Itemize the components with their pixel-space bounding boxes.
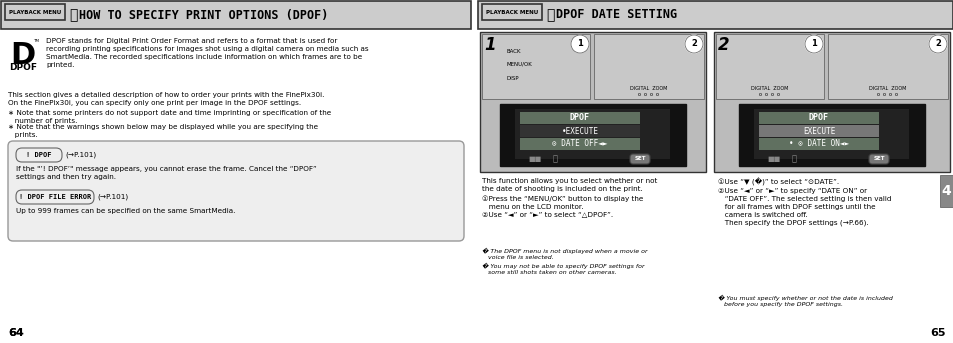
Circle shape [684, 35, 702, 53]
Bar [479, 32, 705, 172]
Text: (→P.101): (→P.101) [65, 152, 96, 158]
Text: 2: 2 [934, 39, 940, 48]
Text: ∗ Note that some printers do not support date and time imprinting or specificati: ∗ Note that some printers do not support… [8, 110, 331, 124]
Bar [753, 109, 908, 159]
Bar [519, 138, 639, 150]
Text: ! DPOF FILE ERROR: ! DPOF FILE ERROR [19, 194, 91, 200]
Text: 4: 4 [941, 184, 950, 198]
Bar [759, 138, 878, 150]
Bar [827, 34, 947, 99]
Text: ②Use “◄” or “►” to specify “DATE ON” or
   “DATE OFF”. The selected setting is t: ②Use “◄” or “►” to specify “DATE ON” or … [718, 188, 890, 226]
Bar [939, 175, 952, 207]
Text: DIGITAL  ZOOM: DIGITAL ZOOM [868, 86, 905, 91]
Text: This function allows you to select whether or not
the date of shooting is includ: This function allows you to select wheth… [481, 178, 657, 192]
Text: DPOF DATE SETTING: DPOF DATE SETTING [556, 9, 677, 22]
Text: 1: 1 [577, 39, 582, 48]
Text: ⎙: ⎙ [545, 8, 554, 22]
Text: ■■: ■■ [528, 156, 541, 162]
Bar [481, 34, 589, 99]
Bar [5, 4, 65, 20]
Text: If the "’! DPOF’" message appears, you cannot erase the frame. Cancel the “DPOF”: If the "’! DPOF’" message appears, you c… [16, 166, 316, 180]
Text: o  o  o  o: o o o o [759, 92, 780, 97]
Text: This section gives a detailed description of how to order your prints with the F: This section gives a detailed descriptio… [8, 92, 324, 106]
Bar [8, 38, 38, 73]
Text: D: D [10, 40, 35, 70]
Text: EXECUTE: EXECUTE [802, 127, 834, 135]
Bar [759, 125, 878, 137]
Text: ②Use “◄” or “►” to select “△DPOF”.: ②Use “◄” or “►” to select “△DPOF”. [481, 211, 613, 217]
Text: ⎙: ⎙ [552, 154, 557, 164]
FancyBboxPatch shape [16, 148, 62, 162]
Text: TM: TM [33, 39, 39, 43]
Text: DPOF: DPOF [808, 114, 828, 122]
Text: o  o  o  o: o o o o [638, 92, 659, 97]
FancyBboxPatch shape [868, 154, 888, 164]
Text: • ⊙ DATE ON◄►: • ⊙ DATE ON◄► [788, 140, 848, 149]
Text: HOW TO SPECIFY PRINT OPTIONS (DPOF): HOW TO SPECIFY PRINT OPTIONS (DPOF) [79, 9, 328, 22]
Text: ∗ Note that the warnings shown below may be displayed while you are specifying t: ∗ Note that the warnings shown below may… [8, 124, 317, 138]
Text: PLAYBACK MENU: PLAYBACK MENU [9, 10, 61, 14]
Text: SET: SET [872, 156, 883, 162]
Bar [519, 125, 639, 137]
Text: SET: SET [634, 156, 645, 162]
Text: � You must specify whether or not the date is included
   before you specify the: � You must specify whether or not the da… [718, 295, 892, 307]
Text: ⊙ DATE OFF◄►: ⊙ DATE OFF◄► [552, 140, 607, 149]
Text: 1: 1 [483, 36, 496, 54]
Text: DIGITAL  ZOOM: DIGITAL ZOOM [630, 86, 667, 91]
Text: ⎙: ⎙ [791, 154, 796, 164]
Circle shape [571, 35, 588, 53]
Text: � You may not be able to specify DPOF settings for
   some still shots taken on : � You may not be able to specify DPOF se… [481, 263, 644, 275]
Bar [594, 34, 703, 99]
Bar [716, 34, 823, 99]
Text: DISP: DISP [506, 76, 519, 81]
Bar [1, 1, 471, 29]
FancyBboxPatch shape [629, 154, 649, 164]
Bar [499, 104, 685, 166]
Text: DIGITAL  ZOOM: DIGITAL ZOOM [751, 86, 788, 91]
Text: BACK: BACK [506, 49, 521, 54]
Text: � The DPOF menu is not displayed when a movie or
   voice file is selected.: � The DPOF menu is not displayed when a … [481, 248, 647, 260]
FancyBboxPatch shape [16, 190, 94, 204]
Text: 2: 2 [718, 36, 729, 54]
Text: 1: 1 [810, 39, 816, 48]
Text: DPOF: DPOF [569, 114, 589, 122]
Bar [477, 1, 952, 29]
Text: 64: 64 [8, 328, 24, 338]
Bar [713, 32, 949, 172]
Text: DPOF stands for Digital Print Order Format and refers to a format that is used f: DPOF stands for Digital Print Order Form… [46, 38, 368, 68]
Bar [739, 104, 924, 166]
Circle shape [928, 35, 946, 53]
Text: 2: 2 [690, 39, 697, 48]
Text: ⎙: ⎙ [69, 8, 77, 22]
Text: ! DPOF: ! DPOF [27, 152, 51, 158]
Text: ①Use “▼ (�)” to select “⊙DATE”.: ①Use “▼ (�)” to select “⊙DATE”. [718, 178, 839, 186]
Text: o  o  o  o: o o o o [877, 92, 898, 97]
Bar [519, 112, 639, 124]
Text: DPOF: DPOF [9, 63, 37, 72]
Text: 64: 64 [8, 328, 24, 338]
Text: PLAYBACK MENU: PLAYBACK MENU [485, 10, 537, 14]
Text: ①Press the “MENU/OK” button to display the
   menu on the LCD monitor.: ①Press the “MENU/OK” button to display t… [481, 195, 642, 210]
Text: Up to 999 frames can be specified on the same SmartMedia.: Up to 999 frames can be specified on the… [16, 208, 235, 214]
Text: MENU/OK: MENU/OK [506, 62, 532, 67]
Text: (→P.101): (→P.101) [97, 194, 128, 200]
Bar [759, 112, 878, 124]
Text: •EXECUTE: •EXECUTE [561, 127, 598, 135]
Text: ■■: ■■ [766, 156, 780, 162]
Bar [515, 109, 669, 159]
Bar [481, 4, 541, 20]
Circle shape [804, 35, 822, 53]
Text: 65: 65 [929, 328, 945, 338]
FancyBboxPatch shape [8, 141, 463, 241]
